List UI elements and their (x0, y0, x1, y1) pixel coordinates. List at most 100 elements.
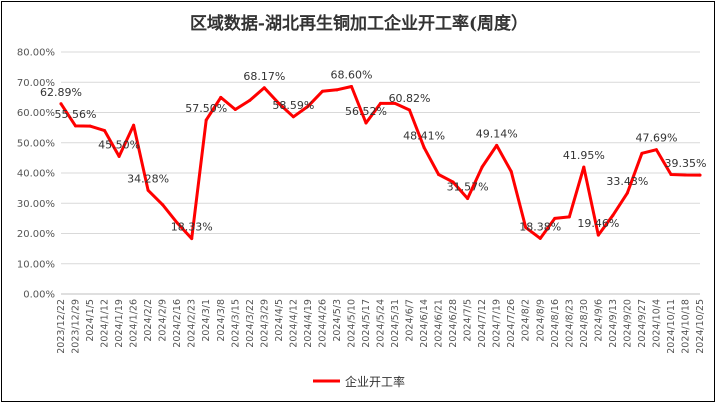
data-label: 33.43% (606, 175, 648, 188)
data-label: 45.50% (98, 138, 140, 151)
data-point (132, 123, 136, 127)
x-tick-label: 2024/2/16 (172, 299, 183, 348)
y-tick-label: 70.00% (17, 78, 55, 89)
data-label: 68.60% (330, 68, 372, 81)
x-tick-label: 2024/3/8 (216, 299, 227, 342)
data-point (567, 215, 571, 219)
data-label: 68.17% (243, 70, 285, 83)
x-tick-label: 2024/10/11 (666, 299, 677, 354)
chart-title: 区域数据-湖北再生铜加工企业开工率(周度） (189, 14, 529, 34)
data-point (553, 216, 557, 220)
data-label: 57.50% (185, 102, 227, 115)
data-point (262, 86, 266, 90)
x-tick-label: 2024/9/20 (622, 299, 633, 348)
data-point (437, 173, 441, 177)
x-tick-label: 2024/10/4 (651, 299, 662, 348)
x-tick-label: 2024/8/23 (564, 299, 575, 348)
x-tick-label: 2024/6/7 (405, 299, 416, 342)
y-tick-label: 50.00% (17, 138, 55, 149)
data-point (146, 188, 150, 192)
data-point (538, 236, 542, 240)
y-tick-label: 10.00% (17, 259, 55, 270)
y-tick-label: 40.00% (17, 169, 55, 180)
data-label: 56.52% (345, 105, 387, 118)
data-point (248, 98, 252, 102)
data-label: 39.35% (665, 157, 707, 170)
data-label: 31.57% (447, 181, 489, 194)
data-point (640, 151, 644, 155)
x-tick-label: 2024/3/1 (201, 299, 212, 342)
data-point (596, 233, 600, 237)
data-point (175, 221, 179, 225)
data-label: 19.46% (577, 217, 619, 230)
data-label: 47.69% (635, 132, 677, 145)
x-tick-label: 2024/6/28 (448, 299, 459, 348)
x-tick-label: 2024/8/16 (550, 299, 561, 348)
legend: 企业开工率 (313, 374, 405, 389)
y-tick-label: 60.00% (17, 108, 55, 119)
data-point (190, 237, 194, 241)
data-point (59, 102, 63, 106)
data-point (480, 165, 484, 169)
data-point (88, 124, 92, 128)
x-tick-label: 2024/3/15 (230, 299, 241, 348)
data-point (103, 129, 107, 133)
x-tick-label: 2024/1/12 (100, 299, 111, 348)
data-label: 34.28% (127, 172, 169, 185)
data-label: 60.82% (389, 92, 431, 105)
x-tick-label: 2024/4/19 (303, 299, 314, 348)
x-tick-label: 2024/3/29 (259, 299, 270, 348)
data-point (611, 213, 615, 217)
x-tick-label: 2024/3/22 (245, 299, 256, 348)
x-tick-label: 2024/7/19 (492, 299, 503, 348)
data-point (335, 88, 339, 92)
data-point (291, 115, 295, 119)
data-point (408, 108, 412, 112)
data-point (379, 101, 382, 105)
x-tick-label: 2024/8/2 (521, 299, 532, 342)
x-tick-label: 2024/9/27 (637, 299, 648, 348)
x-tick-label: 2024/9/13 (608, 299, 619, 348)
x-tick-label: 2024/8/9 (535, 299, 546, 342)
x-tick-label: 2024/5/3 (332, 299, 343, 342)
data-point (654, 148, 658, 152)
data-label: 55.56% (55, 108, 97, 121)
x-tick-label: 2024/6/21 (434, 299, 445, 348)
data-point (466, 197, 470, 201)
x-tick-label: 2024/9/6 (593, 299, 604, 342)
data-point (204, 118, 208, 122)
x-tick-label: 2024/5/10 (346, 299, 357, 348)
data-point (233, 107, 237, 111)
x-tick-label: 2024/1/19 (114, 299, 125, 348)
x-tick-label: 2024/4/5 (274, 299, 285, 342)
x-tick-label: 2023/12/22 (56, 299, 67, 354)
x-tick-label: 2024/2/23 (187, 299, 198, 348)
data-label: 58.59% (272, 99, 314, 112)
data-point (625, 191, 629, 195)
data-point (306, 104, 310, 108)
data-point (161, 203, 165, 207)
x-tick-label: 2024/8/30 (579, 299, 590, 348)
data-points (59, 84, 702, 241)
data-point (669, 173, 673, 177)
x-tick-label: 2024/6/14 (419, 299, 430, 348)
data-label: 62.89% (40, 86, 82, 99)
x-tick-label: 2024/10/25 (695, 299, 706, 354)
x-tick-label: 2024/2/9 (158, 299, 169, 342)
data-point (422, 146, 426, 150)
y-tick-label: 20.00% (17, 229, 55, 240)
y-axis-ticks: 0.00% 10.00% 20.00% 30.00% 40.00% 50.00% 60.00… (17, 48, 55, 301)
y-tick-label: 80.00% (17, 48, 55, 59)
x-tick-label: 2024/5/17 (361, 299, 372, 348)
data-point (393, 101, 397, 105)
data-point (582, 165, 586, 169)
data-point (524, 225, 528, 229)
data-point (698, 173, 702, 177)
data-label: 41.95% (563, 149, 605, 162)
x-tick-label: 2024/7/12 (477, 299, 488, 348)
x-tick-label: 2023/12/29 (71, 299, 82, 354)
x-axis-ticks: 2023/12/22 2023/12/29 2024/1/5 2024/1/12 202… (56, 299, 706, 354)
data-label: 49.14% (476, 127, 518, 140)
data-label: 18.38% (519, 220, 561, 233)
y-tick-label: 0.00% (23, 290, 55, 301)
